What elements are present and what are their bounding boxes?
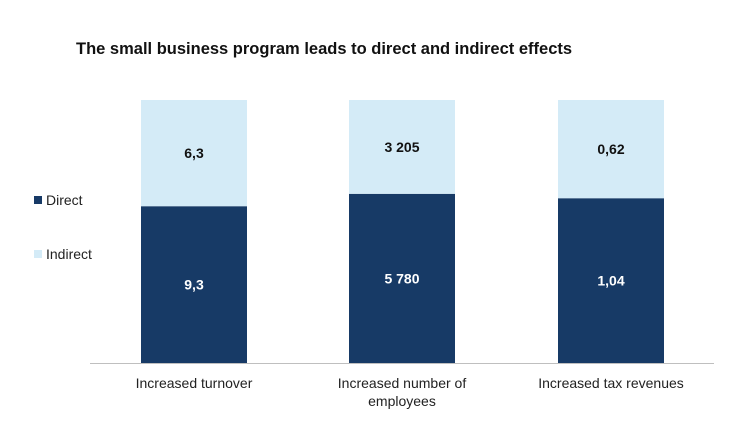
- legend-label-indirect: Indirect: [46, 246, 92, 262]
- legend-label-direct: Direct: [46, 192, 83, 208]
- legend-item-indirect: Indirect: [34, 246, 92, 262]
- bar-indirect-1: [349, 100, 455, 194]
- bar-direct-2: [558, 198, 664, 363]
- bar-direct-0: [141, 206, 247, 363]
- data-label-indirect-0: 6,3: [184, 145, 204, 161]
- legend-swatch-direct: [34, 196, 42, 204]
- category-label-0-0: Increased turnover: [136, 375, 253, 391]
- data-label-direct-1: 5 780: [384, 270, 419, 286]
- chart-title: The small business program leads to dire…: [76, 40, 573, 58]
- category-label-1-0: Increased number of: [338, 375, 467, 391]
- bar-indirect-0: [141, 100, 247, 207]
- data-label-direct-0: 9,3: [184, 277, 204, 293]
- legend-item-direct: Direct: [34, 192, 83, 208]
- legend-swatch-indirect: [34, 250, 42, 258]
- category-label-2-0: Increased tax revenues: [538, 375, 684, 391]
- category-label-1-1: employees: [368, 393, 436, 409]
- bar-indirect-2: [558, 100, 664, 199]
- data-label-direct-2: 1,04: [597, 273, 624, 289]
- data-label-indirect-1: 3 205: [384, 139, 419, 155]
- bar-direct-1: [349, 193, 455, 363]
- data-label-indirect-2: 0,62: [597, 141, 624, 157]
